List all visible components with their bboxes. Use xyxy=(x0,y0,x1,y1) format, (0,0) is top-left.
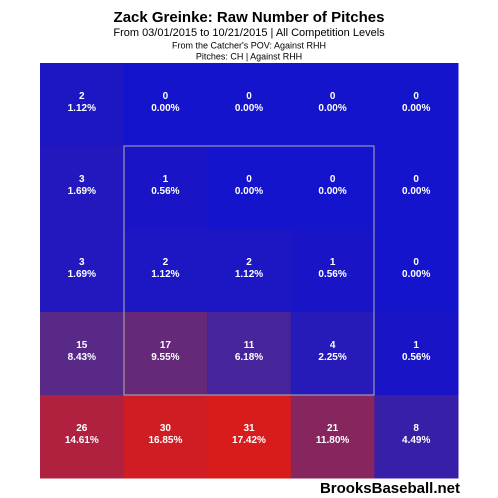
cell-count: 4 xyxy=(330,340,336,351)
cell-count: 2 xyxy=(246,257,252,268)
cell-count: 2 xyxy=(163,257,169,268)
cell-count: 3 xyxy=(79,174,85,185)
cell-count: 3 xyxy=(79,257,85,268)
cell-count: 17 xyxy=(160,340,172,351)
cell-count: 1 xyxy=(330,257,336,268)
cell-percent: 0.00% xyxy=(318,186,346,197)
heatmap-cell xyxy=(290,229,375,313)
cell-percent: 1.69% xyxy=(68,269,96,280)
strike-zone xyxy=(123,145,375,396)
heatmap-cell xyxy=(207,395,292,479)
cell-count: 0 xyxy=(163,91,169,102)
cell-percent: 1.12% xyxy=(235,269,263,280)
cell-count: 0 xyxy=(246,174,252,185)
cell-count: 0 xyxy=(413,257,419,268)
cell-percent: 0.56% xyxy=(151,186,179,197)
cell-percent: 0.56% xyxy=(402,352,430,363)
heatmap-cell xyxy=(290,395,375,479)
chart-title: Zack Greinke: Raw Number of Pitches xyxy=(114,9,385,26)
cell-count: 30 xyxy=(160,423,172,434)
cell-count: 1 xyxy=(413,340,419,351)
heatmap-cell xyxy=(374,395,459,479)
cell-percent: 0.56% xyxy=(318,269,346,280)
heatmap-cell xyxy=(40,229,125,313)
heatmap-cell xyxy=(40,63,125,147)
cell-percent: 1.12% xyxy=(151,269,179,280)
heatmap-cell xyxy=(123,63,208,147)
cell-percent: 0.00% xyxy=(402,103,430,114)
heatmap-cell xyxy=(123,395,208,479)
cell-percent: 2.25% xyxy=(318,352,346,363)
chart-subtitle: From 03/01/2015 to 10/21/2015 | All Comp… xyxy=(113,27,385,39)
heatmap-cell xyxy=(207,63,292,147)
heatmap-cell xyxy=(290,146,375,230)
cell-percent: 14.61% xyxy=(65,435,99,446)
cell-percent: 0.00% xyxy=(151,103,179,114)
heatmap-cell xyxy=(290,312,375,396)
cell-percent: 6.18% xyxy=(235,352,263,363)
heatmap-cell xyxy=(207,229,292,313)
heatmap-cell xyxy=(374,146,459,230)
cell-count: 11 xyxy=(244,340,255,351)
heatmap-cell xyxy=(290,63,375,147)
footer: BrooksBaseball.net xyxy=(320,480,460,497)
heatmap-cell xyxy=(40,312,125,396)
cell-percent: 0.00% xyxy=(318,103,346,114)
heatmap-cell xyxy=(374,312,459,396)
heatmap-cell xyxy=(40,395,125,479)
cell-count: 26 xyxy=(76,423,88,434)
cell-percent: 17.42% xyxy=(232,435,266,446)
cell-percent: 1.12% xyxy=(68,103,96,114)
cell-count: 2 xyxy=(79,91,85,102)
heatmap-cell xyxy=(207,312,292,396)
cell-count: 0 xyxy=(330,91,336,102)
cell-percent: 1.69% xyxy=(68,186,96,197)
cell-percent: 0.00% xyxy=(402,269,430,280)
cell-count: 8 xyxy=(413,423,419,434)
cell-count: 21 xyxy=(327,423,339,434)
cell-count: 0 xyxy=(413,174,419,185)
heatmap-cell xyxy=(374,229,459,313)
heatmap-cell xyxy=(374,63,459,147)
note: From the Catcher's POV: Against RHH xyxy=(172,40,326,50)
cell-percent: 11.80% xyxy=(316,435,349,446)
cell-percent: 0.00% xyxy=(402,186,430,197)
heatmap-cell xyxy=(123,146,208,230)
heatmap-cell xyxy=(207,146,292,230)
cell-count: 1 xyxy=(163,174,169,185)
cell-count: 31 xyxy=(243,423,255,434)
cell-percent: 9.55% xyxy=(151,352,179,363)
heatmap-cell xyxy=(40,146,125,230)
heatmap-cell xyxy=(123,312,208,396)
cell-count: 0 xyxy=(330,174,336,185)
cell-percent: 0.00% xyxy=(235,103,263,114)
cell-percent: 16.85% xyxy=(148,435,182,446)
cell-count: 0 xyxy=(413,91,419,102)
cell-percent: 8.43% xyxy=(68,352,96,363)
heatmap-cell xyxy=(123,229,208,313)
note: Pitches: CH | Against RHH xyxy=(196,51,302,61)
cell-count: 0 xyxy=(246,91,252,102)
cell-percent: 0.00% xyxy=(235,186,263,197)
cell-percent: 4.49% xyxy=(402,435,430,446)
cell-count: 15 xyxy=(76,340,88,351)
